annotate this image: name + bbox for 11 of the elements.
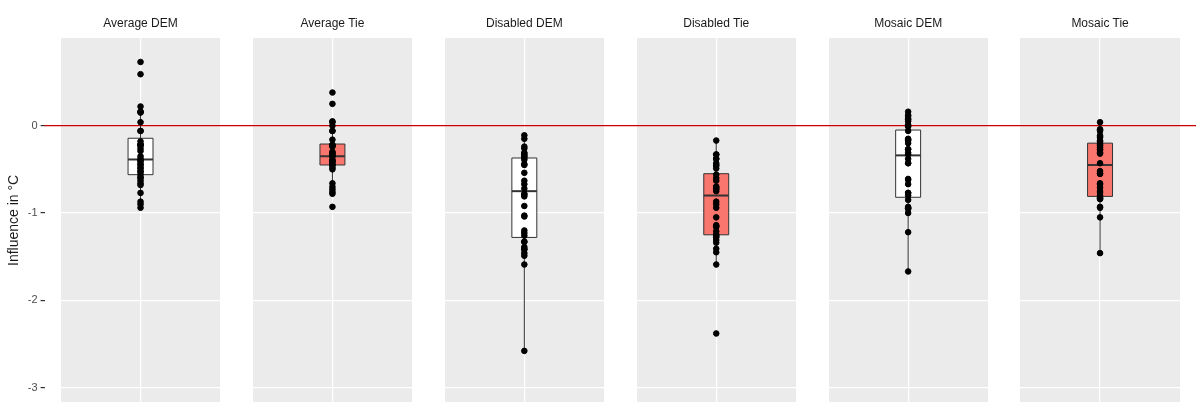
- y-tick-label: 0: [31, 118, 38, 131]
- y-tick-label: -3: [27, 380, 38, 393]
- x-tick-label: Disabled Tie: [683, 15, 750, 30]
- x-tick-label: Average Tie: [300, 15, 365, 30]
- x-tick-label: Disabled DEM: [485, 15, 563, 30]
- y-tick-label: -1: [27, 206, 38, 219]
- x-tick-label: Mosaic DEM: [874, 15, 943, 30]
- x-tick-label: Mosaic Tie: [1071, 15, 1130, 30]
- x-tick-label: Average DEM: [103, 15, 178, 30]
- y-tick-label: -2: [27, 293, 38, 306]
- y-axis-title: Influence in °C: [5, 174, 22, 267]
